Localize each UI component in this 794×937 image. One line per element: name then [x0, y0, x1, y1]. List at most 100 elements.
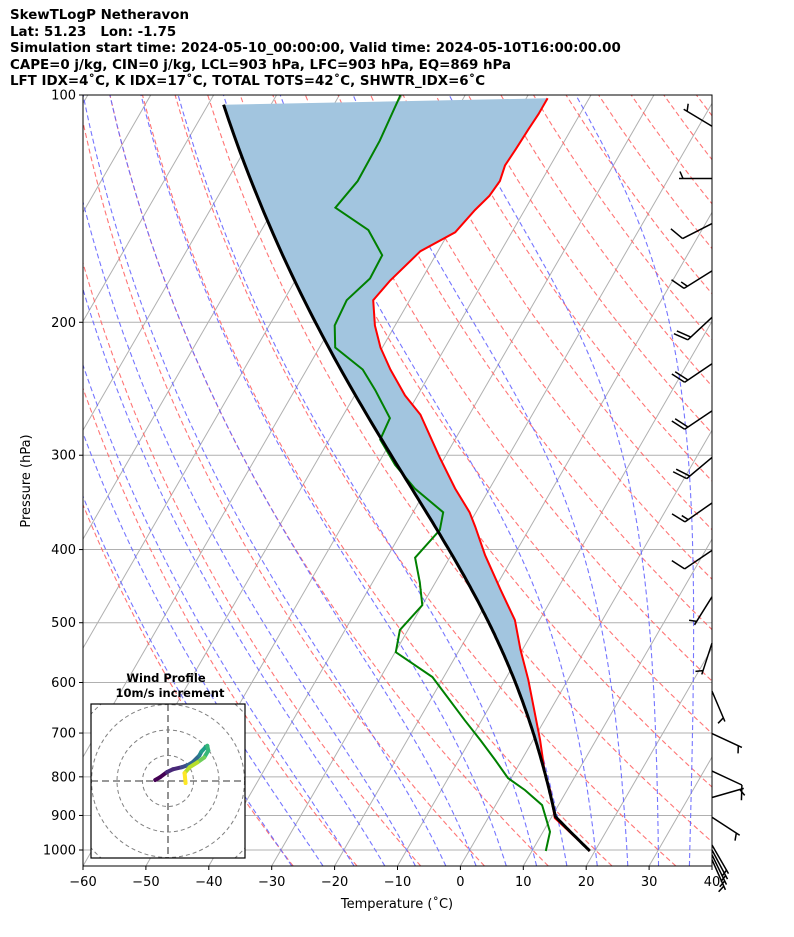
moist-adiabat-line [575, 95, 695, 866]
barb-full [671, 279, 685, 290]
dry-adiabat-line [630, 95, 712, 205]
moist-adiabat-line [715, 95, 745, 866]
barb-staff [711, 770, 743, 786]
moist-adiabat-line [83, 287, 386, 866]
dry-adiabat-line [174, 95, 677, 866]
barb-staff [711, 816, 741, 836]
time-text: Simulation start time: 2024-05-10_00:00:… [10, 41, 621, 56]
barb-staff [711, 849, 729, 880]
moist-adiabat-line [83, 494, 293, 866]
moist-adiabat-line [83, 95, 447, 866]
dry-adiabat-line [533, 95, 712, 341]
barb-full [676, 330, 692, 338]
isotherm-line [271, 102, 712, 866]
cape-indices-text: CAPE=0 j/kg, CIN=0 j/kg, LCL=903 hPa, LF… [10, 57, 512, 73]
barb-staff [683, 108, 713, 127]
y-tick-label: 800 [51, 770, 76, 785]
barb-staff [711, 844, 730, 875]
barb-full [670, 228, 684, 240]
wind-barb [695, 642, 713, 675]
hodograph-subtitle: 10m/s increment [116, 686, 225, 700]
x-tick-label: 20 [578, 875, 595, 890]
moist-adiabat-line [448, 95, 660, 866]
barb-staff [701, 642, 713, 675]
barb-staff [682, 222, 713, 240]
x-tick-label: 40 [704, 875, 721, 890]
wind-barb [683, 103, 713, 127]
profiles [222, 95, 591, 853]
barb-staff [711, 787, 744, 799]
location-text: Lat: 51.23 Lon: -1.75 [10, 24, 177, 40]
y-tick-label: 300 [51, 449, 76, 464]
isotherm-line [522, 538, 712, 866]
wind-barb [711, 859, 727, 893]
isotherm-line [585, 647, 712, 866]
wind-barb [711, 732, 743, 754]
y-tick-label: 100 [51, 89, 76, 104]
wind-barb [673, 316, 713, 341]
chart-title: SkewTLogP Netheravon [10, 8, 189, 23]
temperature-line [372, 97, 591, 852]
barb-full [671, 373, 686, 383]
wind-barb [671, 502, 713, 523]
isotherm-line [648, 756, 712, 866]
hodograph-title: Wind Profile [126, 671, 206, 685]
moist-adiabat-line [177, 95, 538, 866]
isotherm-line [711, 865, 712, 866]
cape-shading [223, 98, 590, 852]
isotherm-line [83, 95, 340, 541]
cape-area [223, 98, 590, 852]
isotherm-line [459, 429, 712, 866]
wind-barb [679, 171, 712, 180]
dry-adiabat-line [565, 95, 712, 295]
dry-adiabat-line [239, 95, 712, 788]
barb-staff [693, 596, 713, 626]
dry-adiabat-line [272, 95, 712, 735]
x-tick-label: 10 [515, 875, 532, 890]
isotherm-line [83, 95, 89, 105]
barb-staff [686, 456, 713, 480]
dry-adiabat-line [695, 95, 712, 117]
dewpoint-line [333, 95, 552, 852]
y-axis: 100 200 300 400 500 600 700 800 900 1000 [43, 89, 83, 859]
barb-half [717, 717, 724, 724]
barb-full [671, 420, 686, 430]
wind-barb [711, 816, 741, 841]
wind-barb [670, 222, 713, 240]
y-tick-label: 500 [51, 616, 76, 631]
barb-half [680, 281, 688, 287]
moist-adiabat-line [83, 431, 324, 866]
wind-barb [671, 270, 713, 290]
stability-indices-text: LFT IDX=4˚C, K IDX=17˚C, TOTAL TOTS=42˚C… [10, 74, 486, 89]
x-tick-label: −40 [195, 875, 222, 890]
dry-adiabat-line [83, 261, 422, 866]
wind-barb [688, 596, 713, 626]
dry-adiabat-line [402, 95, 712, 531]
wind-barb [671, 410, 713, 430]
wind-barb [671, 363, 713, 383]
dry-adiabat-line [141, 95, 613, 866]
hodograph-segment [182, 771, 188, 786]
parcel-profile-line [222, 104, 591, 853]
barb-full [673, 332, 689, 341]
isotherm-line [83, 95, 277, 432]
moist-adiabat-line [352, 95, 629, 866]
x-tick-label: 0 [456, 875, 464, 890]
moist-adiabat-line [279, 95, 598, 866]
dry-adiabat-line [598, 95, 712, 250]
dry-adiabat-line [467, 95, 712, 434]
barb-full [671, 559, 686, 570]
y-tick-label: 400 [51, 543, 76, 558]
wind-barbs [670, 103, 746, 893]
wind-barb [671, 549, 713, 570]
hodograph-inset: Wind Profile 10m/s increment [90, 671, 246, 859]
moist-adiabat-line [109, 95, 477, 866]
isotherm-line [83, 95, 215, 323]
barb-staff [711, 732, 743, 749]
x-axis-label: Temperature (˚C) [340, 896, 453, 912]
dry-adiabat-line [304, 95, 712, 682]
chart-header: SkewTLogP Netheravon Lat: 51.23 Lon: -1.… [10, 8, 621, 91]
barb-staff [711, 859, 727, 891]
x-tick-label: −50 [132, 875, 159, 890]
